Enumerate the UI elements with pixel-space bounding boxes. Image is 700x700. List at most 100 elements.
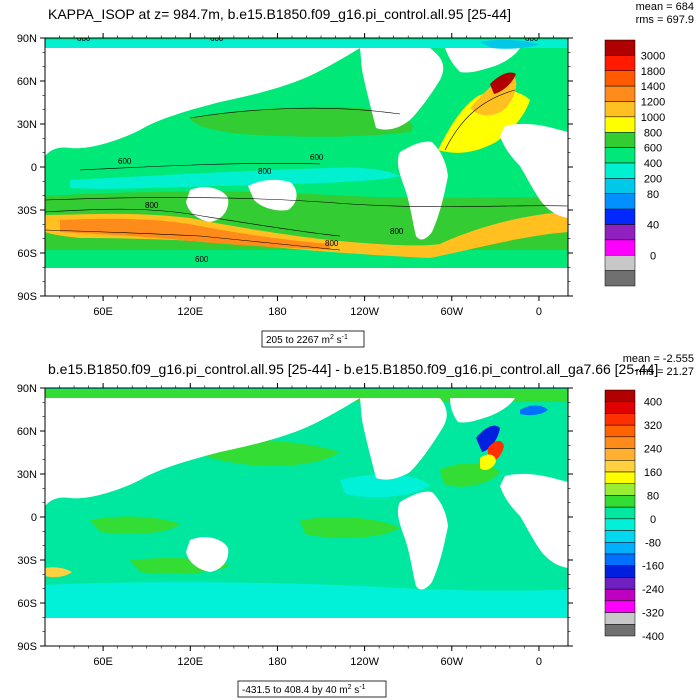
colorbar-label: 40 (647, 220, 659, 232)
colorbar-label: 80 (647, 189, 659, 201)
colorbar-label: -240 (642, 584, 664, 596)
colorbar-swatch (604, 624, 636, 637)
colorbar-swatch (604, 495, 636, 508)
bottom-title: b.e15.B1850.f09_g16.pi_control.all.95 [2… (48, 361, 658, 377)
colorbar-swatch (604, 588, 636, 602)
colorbar-label: 160 (644, 467, 662, 479)
contour-label: 800 (390, 227, 404, 236)
y-tick-label: 90S (17, 291, 37, 303)
colorbar-swatch (604, 530, 636, 543)
colorbar-label: 80 (647, 490, 659, 502)
top-land (45, 48, 568, 296)
bottom-axes: 60E 120E 180 120W 60W 0 90N 60N 30N 0 30S 60S 90S (17, 383, 573, 668)
colorbar-label: 1400 (641, 81, 665, 93)
colorbar-swatch (604, 506, 636, 520)
bottom-range-box (237, 680, 387, 698)
colorbar-swatch (604, 389, 636, 402)
colorbar-swatch (604, 424, 636, 438)
bottom-south-yellow (45, 567, 72, 578)
bottom-natl-blue (476, 425, 500, 452)
colorbar-swatch (604, 553, 636, 566)
colorbar-label: 600 (644, 143, 662, 155)
colorbar-label: -80 (645, 537, 661, 549)
contour-label: 600 (210, 34, 224, 43)
y-tick-label: 30N (17, 119, 37, 131)
colorbar-swatch (604, 178, 636, 194)
colorbar-label: 400 (644, 397, 662, 409)
colorbar-swatch (604, 147, 636, 164)
top-contour-labels: 600 600 600 800 800 800 600 600 800 600 (77, 34, 539, 264)
top-range-label: 205 to 2267 m2 s-1 (266, 334, 348, 346)
top-npac-band (190, 106, 413, 137)
x-tick-label: 180 (268, 656, 286, 668)
contour-label: 800 (325, 239, 339, 248)
colorbar-swatch (604, 224, 636, 241)
colorbar-swatch (604, 208, 636, 225)
x-tick-label: 60W (440, 306, 463, 318)
y-tick-label: 90S (17, 641, 37, 653)
bottom-natl-yellow (480, 454, 496, 470)
colorbar-swatch (604, 448, 636, 461)
colorbar-label: 0 (650, 514, 656, 526)
colorbar-swatch (604, 542, 636, 555)
colorbar-label: 320 (644, 420, 662, 432)
y-tick-label: 30S (17, 205, 37, 217)
colorbar-label: 1800 (641, 66, 665, 78)
x-tick-label: 120W (350, 656, 379, 668)
colorbar-swatch (604, 101, 636, 118)
colorbar-swatch (604, 565, 636, 578)
top-map-field: 600 600 600 800 800 800 600 600 800 600 (45, 34, 568, 296)
y-tick-label: 30S (17, 555, 37, 567)
y-tick-label: 90N (17, 383, 37, 395)
top-mean: mean = 684 (636, 1, 694, 13)
top-axes: 60E 120E 180 120W 60W 0 90N 60N 30N 0 30S 60S 90S (17, 33, 573, 318)
y-tick-label: 60S (17, 248, 37, 260)
x-tick-label: 120E (177, 656, 203, 668)
colorbar-swatch (604, 600, 636, 613)
y-tick-label: 60N (17, 76, 37, 88)
colorbar-swatch (604, 39, 636, 56)
x-tick-label: 120W (350, 306, 379, 318)
colorbar-label: -320 (642, 608, 664, 620)
colorbar-label: 3000 (641, 50, 665, 62)
colorbar-label: -160 (642, 561, 664, 573)
y-tick-label: 60N (17, 426, 37, 438)
x-tick-label: 60E (93, 656, 113, 668)
bottom-cyan-patches (45, 474, 568, 620)
colorbar-label: 0 (650, 250, 656, 262)
contour-label: 600 (525, 34, 539, 43)
colorbar-swatch (604, 270, 636, 287)
colorbar-swatch (604, 132, 636, 148)
colorbar-swatch (604, 413, 636, 426)
colorbar-label: 1200 (641, 97, 665, 109)
colorbar-swatch (604, 471, 636, 484)
contour-label: 800 (145, 201, 159, 210)
colorbar-swatch (604, 55, 636, 71)
bottom-map-field (45, 388, 568, 646)
top-range-box (261, 330, 365, 348)
y-tick-label: 0 (31, 512, 37, 524)
x-tick-label: 60E (93, 306, 113, 318)
top-title: KAPPA_ISOP at z= 984.7m, b.e15.B1850.f09… (48, 6, 511, 22)
colorbar-label: -400 (642, 631, 664, 643)
colorbar-swatch (604, 483, 636, 496)
top-contours (45, 89, 568, 251)
contour-label: 600 (195, 255, 209, 264)
colorbar-swatch (604, 85, 636, 102)
bottom-range-label: -431.5 to 408.4 by 40 m2 s-1 (242, 684, 366, 696)
colorbar-label: 200 (644, 173, 662, 185)
y-tick-label: 60S (17, 598, 37, 610)
y-tick-label: 0 (31, 162, 37, 174)
bottom-colorbar: 400 320 240 160 80 0 -80 -160 -240 -320 -400 (604, 389, 664, 643)
x-tick-label: 60W (440, 656, 463, 668)
colorbar-swatch (604, 436, 636, 449)
colorbar-swatch (604, 255, 636, 271)
panel-top: KAPPA_ISOP at z= 984.7m, b.e15.B1850.f09… (17, 1, 694, 348)
y-tick-label: 30N (17, 469, 37, 481)
panel-bottom: b.e15.B1850.f09_g16.pi_control.all.95 [2… (17, 353, 694, 698)
colorbar-swatch (604, 162, 636, 179)
colorbar-swatch (604, 612, 636, 625)
colorbar-swatch (604, 460, 636, 473)
